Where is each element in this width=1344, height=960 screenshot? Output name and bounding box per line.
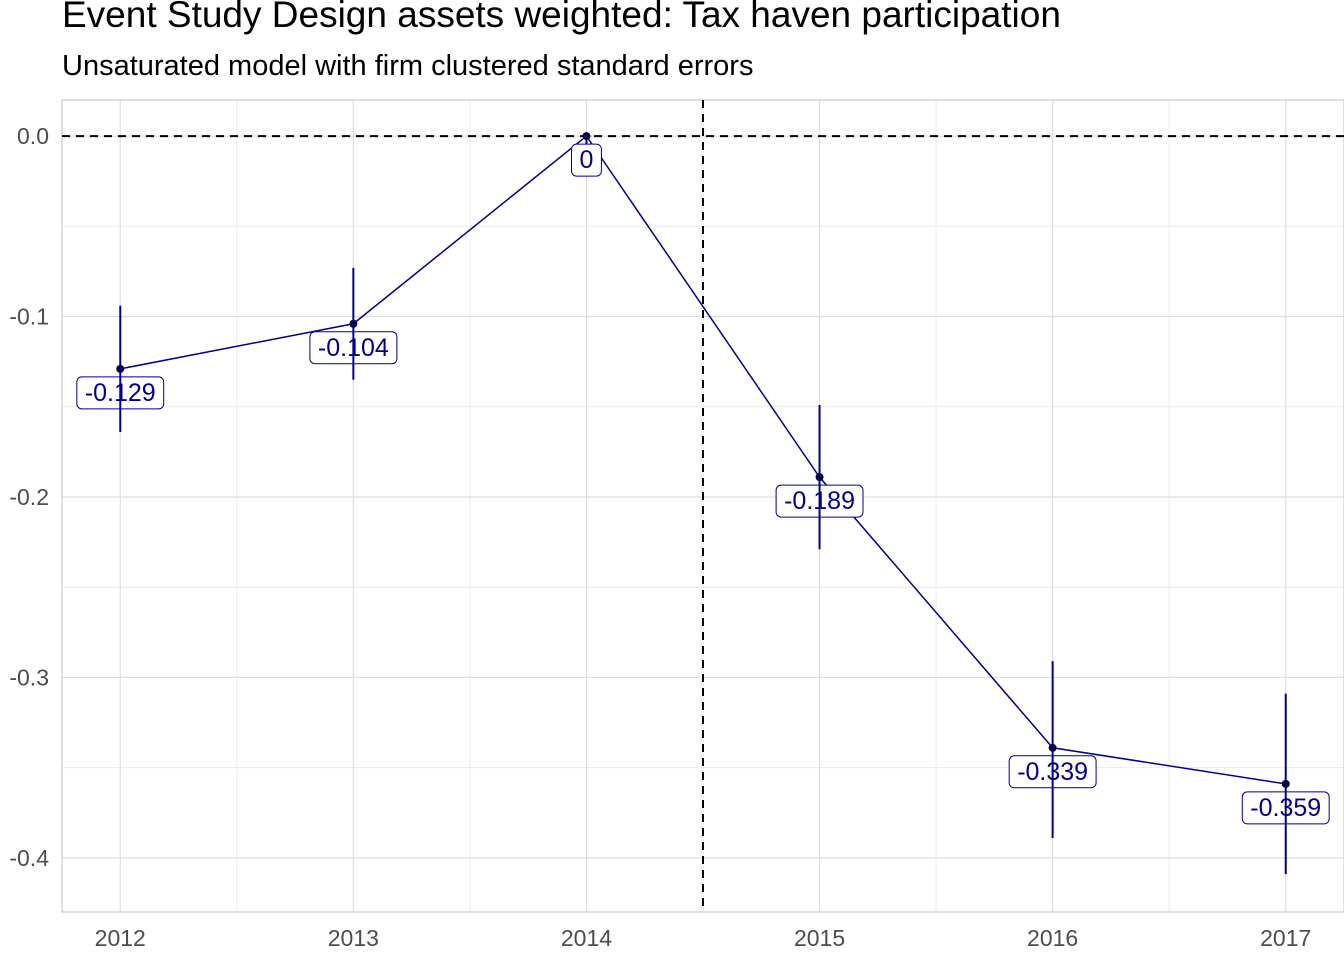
y-tick-label: -0.1 xyxy=(9,304,49,330)
x-tick-label: 2017 xyxy=(1260,925,1311,951)
y-tick-label: -0.2 xyxy=(9,484,49,510)
x-tick-label: 2012 xyxy=(95,925,146,951)
estimate-point xyxy=(1048,743,1057,752)
y-tick-label: 0.0 xyxy=(17,123,49,149)
estimate-point xyxy=(116,364,125,373)
reference-lines xyxy=(62,100,1344,912)
data-label-text: 0 xyxy=(580,146,594,174)
data-label: 0 xyxy=(571,136,602,177)
y-tick-label: -0.4 xyxy=(9,845,49,871)
data-label: -0.129 xyxy=(76,376,165,410)
data-label-layer: -0.129 -0.104 0 -0.189 -0.339 -0.359 xyxy=(76,136,1330,825)
data-label: -0.189 xyxy=(775,484,864,518)
data-label: -0.339 xyxy=(1008,755,1097,789)
axis-layer: 0.0 -0.1 -0.2 -0.3 -0.4 2012 2013 2014 2015 2016 2… xyxy=(9,99,1344,951)
y-tick-label: -0.3 xyxy=(9,664,49,690)
estimate-point xyxy=(1281,779,1290,788)
chart-title: Event Study Design assets weighted: Tax … xyxy=(62,0,1061,35)
x-tick-label: 2014 xyxy=(561,925,612,951)
estimate-point xyxy=(815,473,824,482)
data-label: -0.104 xyxy=(309,331,398,365)
x-tick-label: 2016 xyxy=(1027,925,1078,951)
estimate-point xyxy=(349,319,358,328)
x-tick-label: 2015 xyxy=(794,925,845,951)
chart-subtitle: Unsaturated model with firm clustered st… xyxy=(62,50,754,82)
data-label: -0.359 xyxy=(1241,791,1330,825)
x-tick-label: 2013 xyxy=(328,925,379,951)
